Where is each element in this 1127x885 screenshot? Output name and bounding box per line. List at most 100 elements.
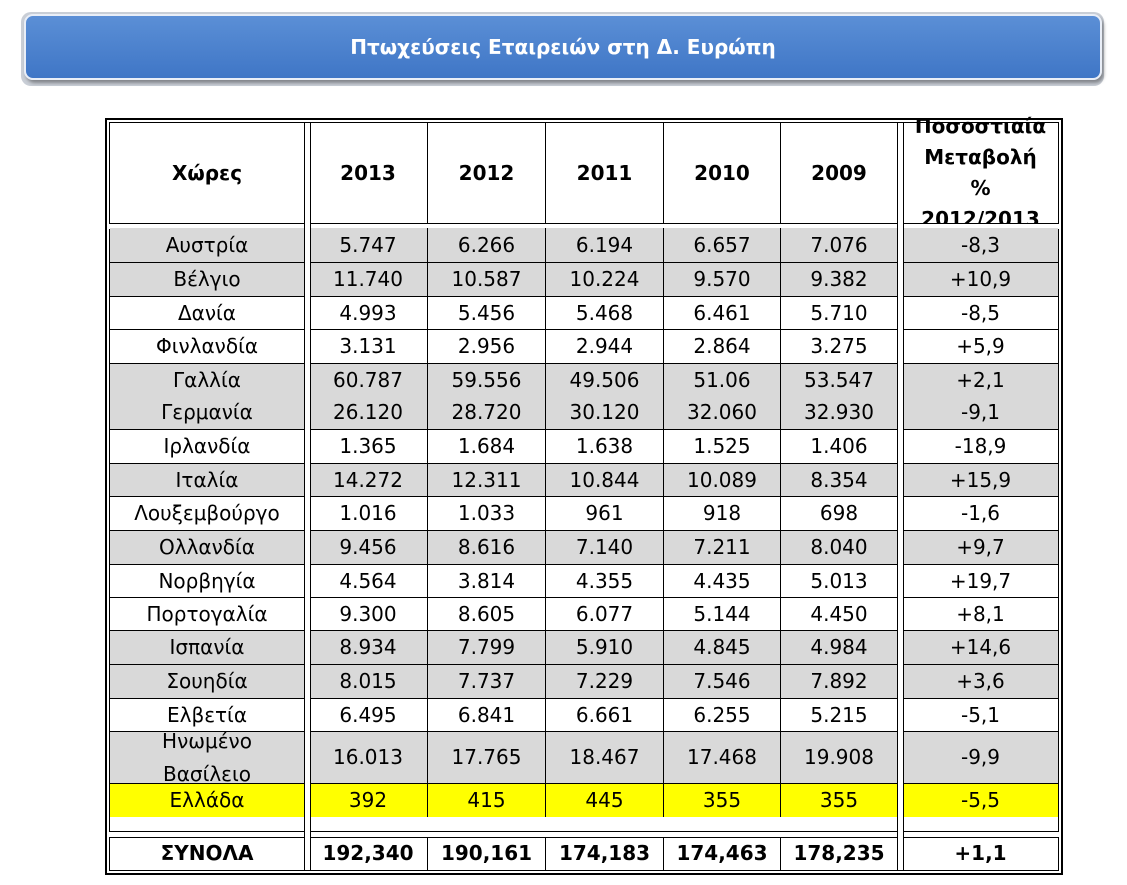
year-value: 1.684 [427,429,545,463]
table-row: Γερμανία 26.120 28.720 30.120 32.060 32.930 -9… [110,396,1058,429]
year-value: 7.737 [427,664,545,698]
year-value: 3.131 [309,329,427,363]
year-value: 18.467 [545,731,663,783]
page-title: Πτωχεύσεις Εταιρειών στη Δ. Ευρώπη [350,35,776,59]
country-name: Σουηδία [110,664,304,698]
year-value: 415 [427,783,545,817]
percent-change: +9,7 [903,530,1058,564]
table-row: Αυστρία 5.747 6.266 6.194 6.657 7.076 -8,3 [110,228,1058,262]
percent-change: -5,1 [903,698,1058,731]
percent-change: +8,1 [903,597,1058,630]
year-value: 3.275 [780,329,897,363]
year-value: 59.556 [427,363,545,396]
header-percent-change: Ποσοστιαία Μεταβολή % 2012/2013 [914,114,1047,231]
row-group-double-rule [109,831,1059,838]
total-value: 174,463 [663,837,780,870]
year-value: 961 [545,496,663,530]
year-value: 6.255 [663,698,780,731]
year-value: 12.311 [427,463,545,496]
year-value: 30.120 [545,396,663,429]
country-name: Γερμανία [110,396,304,429]
year-value: 5.456 [427,296,545,329]
header-year: 2010 [663,123,780,223]
total-percent-change: +1,1 [954,841,1007,865]
table-header-row: Χώρες 2013 2012 2011 2010 2009 Ποσοστιαία Μετα… [110,114,1058,231]
year-value: 6.841 [427,698,545,731]
year-value: 51.06 [663,363,780,396]
table-row: Ισπανία 8.934 7.799 5.910 4.845 4.984 +14,6 [110,630,1058,664]
year-value: 5.747 [309,228,427,262]
year-value: 6.077 [545,597,663,630]
total-value: 174,183 [545,837,663,870]
percent-change: +19,7 [903,564,1058,597]
year-value: 2.944 [545,329,663,363]
year-value: 8.015 [309,664,427,698]
year-value: 1.638 [545,429,663,463]
total-value: 190,161 [427,837,545,870]
year-value: 4.984 [780,630,897,664]
header-year: 2012 [427,123,545,223]
country-name: Βέλγιο [110,262,304,296]
total-value: 178,235 [780,837,897,870]
year-value: 10.587 [427,262,545,296]
country-name: Νορβηγία [110,564,304,597]
table-row: Γαλλία 60.787 59.556 49.506 51.06 53.547 +2,1 [110,363,1058,396]
year-value: 19.908 [780,731,897,783]
year-value: 10.844 [545,463,663,496]
year-value: 7.799 [427,630,545,664]
year-value: 32.060 [663,396,780,429]
country-name: Ιρλανδία [110,429,304,463]
total-value: 192,340 [322,841,414,865]
percent-change: -18,9 [903,429,1058,463]
year-value: 16.013 [309,731,427,783]
year-value: 4.450 [780,597,897,630]
year-value: 4.845 [663,630,780,664]
column-double-rule [304,123,311,870]
year-value: 60.787 [309,363,427,396]
table-row: Φινλανδία 3.131 2.956 2.944 2.864 3.275 +5,9 [110,329,1058,363]
year-value: 1.406 [780,429,897,463]
year-value: 53.547 [780,363,897,396]
year-value: 1.016 [309,496,427,530]
country-name: Αυστρία [110,228,304,262]
year-value: 1.033 [427,496,545,530]
year-value: 918 [663,496,780,530]
year-value: 6.194 [545,228,663,262]
year-value: 10.089 [663,463,780,496]
column-double-rule [897,123,904,870]
year-value: 6.661 [545,698,663,731]
country-name: Ελλάδα [110,783,304,817]
table-inner-border [109,122,1059,871]
year-value: 7.229 [545,664,663,698]
year-value: 5.215 [780,698,897,731]
country-name: Φινλανδία [110,329,304,363]
header-year: 2011 [545,123,663,223]
year-value: 6.266 [427,228,545,262]
year-value: 32.930 [780,396,897,429]
year-value: 698 [780,496,897,530]
country-name: Δανία [110,296,304,329]
percent-change: +5,9 [903,329,1058,363]
year-value: 28.720 [427,396,545,429]
table-row: Λουξεμβούργο 1.016 1.033 961 918 698 -1,6 [110,496,1058,530]
bankruptcy-table: Χώρες 2013 2012 2011 2010 2009 Ποσοστιαία Μετα… [105,114,1063,875]
percent-change: -8,3 [903,228,1058,262]
table-row: Ολλανδία 9.456 8.616 7.140 7.211 8.040 +9,7 [110,530,1058,564]
country-name: Ηνωμένο Βασίλειο [110,729,304,786]
year-value: 1.365 [309,429,427,463]
percent-change: -8,5 [903,296,1058,329]
year-value: 355 [663,783,780,817]
table-row: Σουηδία 8.015 7.737 7.229 7.546 7.892 +3,6 [110,664,1058,698]
percent-change: -9,9 [903,731,1058,783]
year-value: 445 [545,783,663,817]
total-label: ΣΥΝΟΛΑ [160,841,254,865]
country-name: Πορτογαλία [110,597,304,630]
year-value: 5.710 [780,296,897,329]
country-name: Ιταλία [110,463,304,496]
country-name: Ισπανία [110,630,304,664]
year-value: 9.456 [309,530,427,564]
year-value: 4.435 [663,564,780,597]
year-value: 392 [309,783,427,817]
table-row: Ελβετία 6.495 6.841 6.661 6.255 5.215 -5,1 [110,698,1058,731]
header-countries: Χώρες [171,160,243,185]
